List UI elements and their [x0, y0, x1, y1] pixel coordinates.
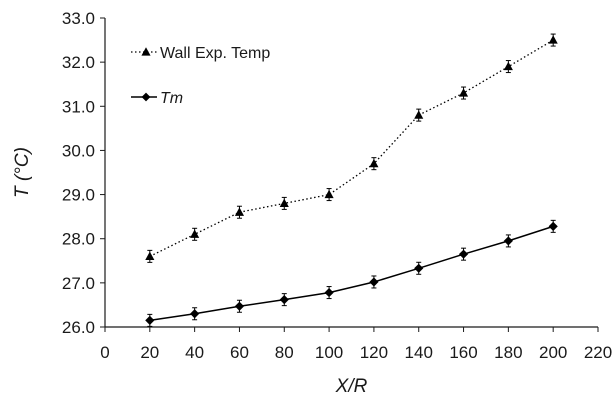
data-point-diamond: [279, 295, 289, 305]
x-tick-label: 180: [494, 343, 522, 362]
x-axis-title: X/R: [335, 376, 368, 397]
legend-label-wall-exp-temp: Wall Exp. Temp: [160, 45, 270, 62]
y-tick-label: 27.0: [62, 274, 95, 293]
data-point-triangle: [369, 158, 379, 168]
data-point-diamond: [548, 221, 558, 231]
plot-area: [104, 18, 598, 328]
data-point-triangle: [234, 207, 245, 216]
data-point-triangle: [414, 110, 424, 119]
x-tick-label: 200: [539, 343, 567, 362]
series-tm: [145, 219, 558, 327]
data-point-diamond: [369, 277, 379, 287]
data-point-diamond: [145, 315, 155, 325]
legend-item-wall-exp-temp: Wall Exp. Temp: [131, 45, 270, 62]
x-tick-label: 140: [405, 343, 433, 362]
y-tick-label: 28.0: [62, 230, 95, 249]
data-point-triangle: [548, 35, 558, 44]
x-tick-label: 100: [315, 343, 343, 362]
series-line: [149, 225, 554, 322]
series-wall-exp-temp: [145, 33, 558, 263]
y-axis-ticks: 26.0 27.0 28.0 29.0 30.0 31.0 32.0 33.0: [62, 9, 105, 337]
y-tick-label: 29.0: [62, 186, 95, 205]
x-tick-label: 40: [185, 343, 204, 362]
data-point-diamond: [458, 249, 469, 259]
data-point-diamond: [414, 263, 424, 273]
legend-label-tm: Tm: [160, 90, 183, 107]
data-point-triangle: [145, 251, 155, 260]
y-tick-label: 30.0: [62, 141, 95, 160]
data-point-triangle: [279, 198, 289, 207]
data-point-triangle: [190, 229, 200, 238]
x-tick-label: 60: [230, 343, 249, 362]
data-point-diamond: [234, 301, 245, 311]
data-point-triangle: [503, 61, 513, 71]
data-point-triangle: [324, 189, 334, 199]
y-tick-label: 32.0: [62, 53, 95, 72]
x-tick-label: 80: [275, 343, 294, 362]
legend-triangle-icon: [141, 47, 151, 56]
y-tick-label: 31.0: [62, 97, 95, 116]
series-line: [149, 39, 554, 257]
x-axis-ticks: 0 20 40 60 80 100 120 140 160 180 200 220: [100, 327, 612, 362]
y-tick-label: 26.0: [62, 318, 95, 337]
data-point-diamond: [503, 236, 513, 246]
data-point-triangle: [458, 88, 469, 97]
data-point-diamond: [324, 287, 334, 298]
legend-item-tm: Tm: [131, 90, 183, 107]
legend-diamond-icon: [141, 92, 151, 102]
x-tick-label: 220: [584, 343, 612, 362]
data-point-diamond: [190, 309, 200, 319]
x-tick-label: 120: [360, 343, 388, 362]
legend: Wall Exp. Temp Tm: [131, 45, 270, 107]
x-tick-label: 20: [140, 343, 159, 362]
y-tick-label: 33.0: [62, 9, 95, 28]
y-axis-title: T (°C): [12, 147, 33, 198]
series-layer: [145, 33, 558, 327]
x-tick-label: 160: [449, 343, 477, 362]
x-tick-label: 0: [100, 343, 109, 362]
